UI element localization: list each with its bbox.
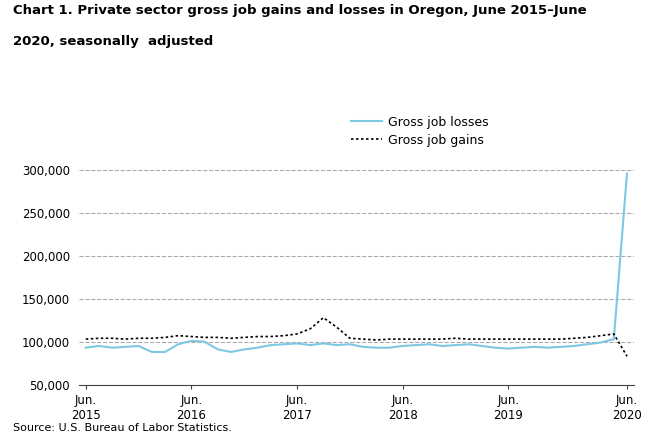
Gross job losses	[544, 345, 552, 350]
Gross job gains	[412, 336, 420, 342]
Gross job gains	[425, 336, 433, 342]
Gross job gains	[557, 336, 565, 342]
Line: Gross job gains: Gross job gains	[86, 318, 627, 356]
Gross job gains	[610, 331, 618, 336]
Gross job losses	[465, 342, 473, 347]
Gross job losses	[227, 349, 235, 354]
Gross job gains	[82, 336, 90, 342]
Gross job losses	[623, 171, 631, 176]
Gross job losses	[504, 346, 512, 351]
Gross job losses	[333, 343, 341, 348]
Line: Gross job losses: Gross job losses	[86, 173, 627, 352]
Gross job losses	[306, 343, 314, 348]
Gross job losses	[583, 342, 591, 347]
Gross job losses	[412, 343, 420, 348]
Gross job gains	[187, 334, 195, 339]
Gross job gains	[280, 333, 288, 338]
Gross job gains	[121, 336, 129, 342]
Gross job gains	[319, 315, 327, 320]
Gross job gains	[214, 335, 222, 340]
Legend: Gross job losses, Gross job gains: Gross job losses, Gross job gains	[350, 115, 489, 146]
Gross job losses	[491, 345, 499, 350]
Gross job losses	[597, 340, 605, 345]
Gross job gains	[240, 335, 248, 340]
Gross job gains	[95, 336, 103, 341]
Gross job losses	[148, 349, 156, 354]
Gross job losses	[399, 343, 407, 349]
Gross job losses	[359, 344, 367, 350]
Gross job losses	[187, 338, 195, 343]
Gross job losses	[240, 347, 248, 352]
Gross job losses	[214, 347, 222, 352]
Gross job losses	[385, 345, 393, 350]
Gross job losses	[82, 345, 90, 350]
Gross job gains	[135, 336, 143, 341]
Gross job losses	[531, 344, 539, 350]
Gross job gains	[597, 333, 605, 338]
Gross job gains	[108, 336, 116, 341]
Gross job gains	[478, 336, 486, 342]
Gross job gains	[161, 335, 169, 340]
Text: 2020, seasonally  adjusted: 2020, seasonally adjusted	[13, 35, 213, 48]
Gross job losses	[161, 349, 169, 354]
Gross job losses	[174, 342, 182, 347]
Gross job gains	[504, 336, 512, 342]
Gross job losses	[346, 342, 354, 347]
Gross job losses	[478, 343, 486, 349]
Gross job gains	[227, 336, 235, 341]
Gross job losses	[319, 341, 327, 346]
Gross job gains	[372, 337, 380, 343]
Gross job gains	[623, 354, 631, 359]
Gross job gains	[399, 336, 407, 342]
Gross job losses	[121, 344, 129, 350]
Gross job losses	[570, 343, 578, 349]
Gross job gains	[148, 336, 156, 341]
Gross job losses	[425, 342, 433, 347]
Gross job gains	[531, 336, 539, 342]
Text: Source: U.S. Bureau of Labor Statistics.: Source: U.S. Bureau of Labor Statistics.	[13, 423, 232, 433]
Gross job losses	[95, 343, 103, 349]
Gross job losses	[557, 344, 565, 350]
Gross job gains	[267, 334, 275, 339]
Gross job gains	[306, 326, 314, 331]
Gross job gains	[465, 336, 473, 342]
Gross job gains	[438, 336, 446, 342]
Gross job gains	[333, 325, 341, 330]
Gross job gains	[385, 336, 393, 342]
Gross job losses	[293, 341, 301, 346]
Text: Chart 1. Private sector gross job gains and losses in Oregon, June 2015–June: Chart 1. Private sector gross job gains …	[13, 4, 587, 17]
Gross job losses	[372, 345, 380, 350]
Gross job gains	[174, 333, 182, 338]
Gross job losses	[280, 342, 288, 347]
Gross job losses	[267, 343, 275, 348]
Gross job gains	[201, 335, 209, 340]
Gross job losses	[610, 336, 618, 342]
Gross job gains	[544, 336, 552, 342]
Gross job losses	[201, 339, 209, 344]
Gross job losses	[135, 343, 143, 349]
Gross job gains	[293, 331, 301, 336]
Gross job gains	[491, 336, 499, 342]
Gross job gains	[253, 334, 261, 339]
Gross job gains	[346, 336, 354, 341]
Gross job losses	[108, 345, 116, 350]
Gross job losses	[517, 345, 525, 350]
Gross job gains	[583, 335, 591, 340]
Gross job gains	[517, 336, 525, 342]
Gross job losses	[438, 343, 446, 349]
Gross job losses	[451, 343, 459, 348]
Gross job gains	[359, 336, 367, 342]
Gross job gains	[451, 336, 459, 341]
Gross job gains	[570, 336, 578, 341]
Gross job losses	[253, 345, 261, 350]
